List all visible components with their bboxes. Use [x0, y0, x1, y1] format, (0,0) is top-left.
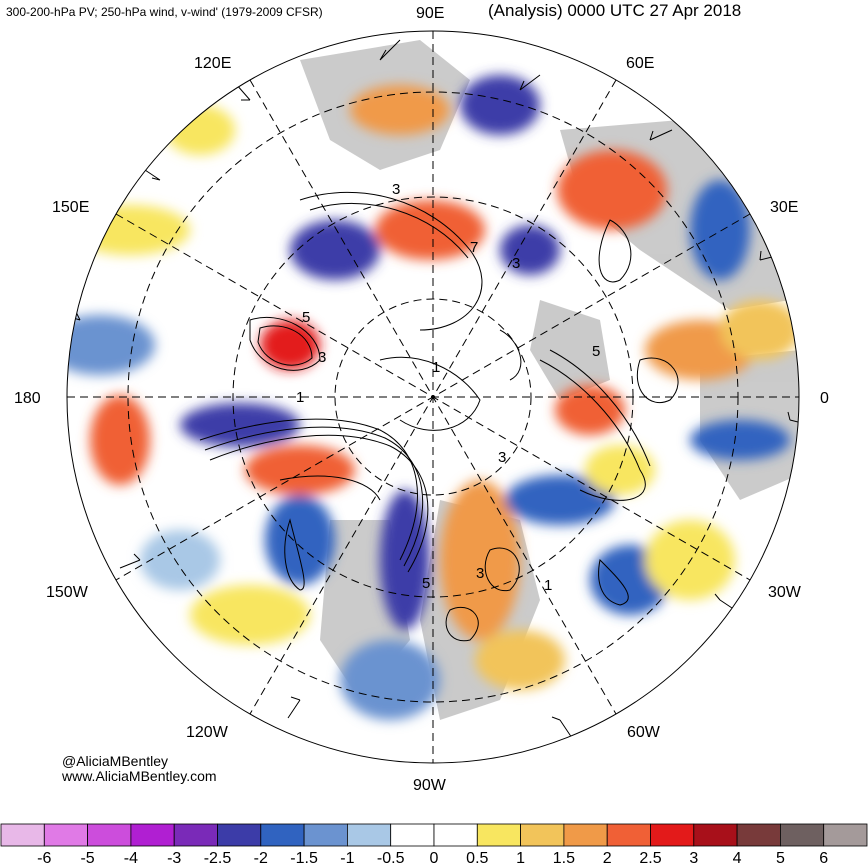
colorbar-labels: -6 -5 -4 -3 -2.5 -2 -1.5 -1 -0.5 0 0.5 1 1.5 2 2.5 3 4 5 6 — [37, 850, 828, 865]
colorbar-tick-label: 6 — [819, 850, 828, 865]
credit-website: www.AliciaMBentley.com — [61, 768, 217, 784]
colorbar-tick-label: -5 — [80, 850, 94, 865]
colorbar-tick-label: 0 — [430, 850, 439, 865]
colorbar-swatch — [87, 823, 132, 847]
contour-label: 3 — [498, 449, 506, 466]
label-30e: 30E — [770, 199, 798, 216]
colorbar-swatch — [433, 823, 478, 847]
pv-contours — [199, 191, 679, 642]
colorbar-tick-label: 1 — [516, 850, 525, 865]
contour-label: 1 — [544, 577, 552, 594]
label-120e: 120E — [194, 55, 231, 72]
label-90e: 90E — [416, 5, 444, 22]
colorbar-swatch — [650, 823, 695, 847]
contour-value-labels: 3 7 3 5 3 1 5 3 1 5 3 1 — [296, 181, 600, 594]
colorbar-tick-label: -3 — [167, 850, 181, 865]
colorbar-tick-label: 1.5 — [553, 850, 575, 865]
colorbar-swatch — [43, 823, 88, 847]
label-60e: 60E — [626, 55, 654, 72]
colorbar-swatch — [217, 823, 262, 847]
colorbar-swatch — [303, 823, 348, 847]
contour-label: 1 — [432, 359, 440, 376]
meridian-labels: 90E 120E 60E 150E 30E 180 0 150W 30W 120… — [14, 5, 829, 794]
colorbar-tick-label: -2.5 — [204, 850, 232, 865]
label-150e: 150E — [52, 199, 89, 216]
colorbar-swatch — [780, 823, 825, 847]
colorbar-tick-label: -6 — [37, 850, 51, 865]
colorbar-swatch — [563, 823, 608, 847]
contour-label: 5 — [302, 309, 310, 326]
colorbar-tick-label: -1.5 — [290, 850, 318, 865]
label-180: 180 — [14, 390, 41, 407]
label-150w: 150W — [46, 584, 89, 601]
label-60w: 60W — [627, 724, 661, 741]
colorbar-tick-label: 0.5 — [466, 850, 488, 865]
colorbar-swatch — [173, 823, 218, 847]
contour-label: 1 — [296, 389, 304, 406]
colorbar-swatch — [606, 823, 651, 847]
label-30w: 30W — [768, 584, 802, 601]
contour-label: 3 — [392, 181, 400, 198]
meridian-lines — [67, 31, 799, 763]
colorbar-swatch — [130, 823, 175, 847]
colorbar-swatch — [390, 823, 435, 847]
colorbar-tick-label: 4 — [733, 850, 742, 865]
colorbar-tick-label: 2.5 — [639, 850, 661, 865]
colorbar-tick-label: -1 — [340, 850, 354, 865]
credit-handle: @AliciaMBentley — [62, 753, 168, 769]
contour-label: 3 — [476, 565, 484, 582]
map-disc — [67, 31, 799, 763]
colorbar-tick-label: -4 — [124, 850, 138, 865]
contour-label: 5 — [592, 343, 600, 360]
colorbar-swatch — [0, 823, 45, 847]
contour-label: 5 — [422, 575, 430, 592]
colorbar-tick-label: -2 — [254, 850, 268, 865]
contour-label: 7 — [470, 239, 478, 256]
colorbar-tick-label: -0.5 — [377, 850, 405, 865]
colorbar-swatch — [476, 823, 521, 847]
header-left-title: 300-200-hPa PV; 250-hPa wind, v-wind' (1… — [6, 5, 323, 19]
colorbar-swatch — [260, 823, 305, 847]
colorbar-swatch — [520, 823, 565, 847]
label-90w: 90W — [413, 777, 447, 794]
map-boundary — [66, 30, 800, 764]
colorbar-swatch — [346, 823, 392, 847]
colorbar-tick-label: 3 — [689, 850, 698, 865]
label-120w: 120W — [186, 724, 229, 741]
header-right-title: (Analysis) 0000 UTC 27 Apr 2018 — [488, 1, 741, 20]
label-0: 0 — [820, 390, 829, 407]
contour-label: 3 — [512, 255, 520, 272]
colorbar-swatch — [693, 823, 738, 847]
contour-label: 3 — [318, 349, 326, 366]
colorbar-tick-label: 5 — [776, 850, 785, 865]
colorbar-tick-label: 2 — [603, 850, 612, 865]
colorbar-swatch — [736, 823, 781, 847]
anomaly-shading — [67, 75, 799, 720]
colorbar-swatch — [823, 823, 868, 847]
colorbar — [0, 823, 868, 847]
